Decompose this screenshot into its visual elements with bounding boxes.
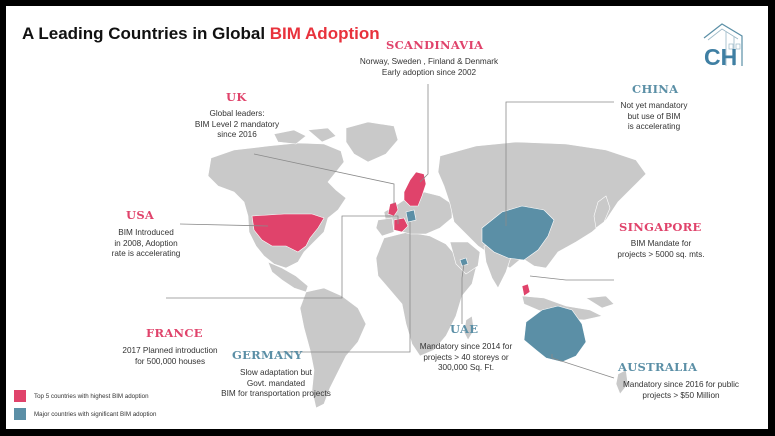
country-name-australia: AUSTRALIA <box>618 360 698 374</box>
country-name-singapore: SINGAPORE <box>619 220 702 234</box>
country-name-china: CHINA <box>632 82 679 96</box>
title-accent: BIM Adoption <box>269 24 380 43</box>
germany-shape <box>405 209 417 223</box>
country-desc-australia: Mandatory since 2016 for public projects… <box>622 380 740 400</box>
legend-swatch-blue <box>14 408 26 420</box>
country-desc-usa: BIM Introduced in 2008, Adoption rate is… <box>111 228 181 258</box>
australia-shape <box>523 305 587 363</box>
country-desc-uk: Global leaders: BIM Level 2 mandatory si… <box>194 109 280 139</box>
france-shape <box>393 217 409 233</box>
country-name-usa: USA <box>126 208 155 222</box>
country-name-uk: UK <box>226 90 247 104</box>
ch-building-logo-icon: CH <box>696 18 750 72</box>
legend-label-top5: Top 5 countries with highest BIM adoptio… <box>34 392 149 400</box>
legend-item-major: Major countries with significant BIM ado… <box>14 408 156 420</box>
leader-lines <box>166 84 615 379</box>
scandinavia-shape <box>403 171 427 207</box>
country-desc-germany: Slow adaptation but Govt. mandated BIM f… <box>221 368 331 398</box>
country-desc-uae: Mandatory since 2014 for projects > 40 s… <box>419 342 513 372</box>
country-desc-singapore: BIM Mandate for projects > 5000 sq. mts. <box>617 239 705 259</box>
country-desc-france: 2017 Planned introduction for 500,000 ho… <box>122 346 218 366</box>
country-name-germany: GERMANY <box>232 348 303 362</box>
slide: A Leading Countries in Global BIM Adopti… <box>6 6 768 429</box>
usa-shape <box>251 213 325 253</box>
china-shape <box>481 205 555 261</box>
country-name-france: FRANCE <box>146 326 203 340</box>
title-prefix: A Leading Countries in Global <box>22 24 270 43</box>
legend-label-major: Major countries with significant BIM ado… <box>34 410 157 418</box>
country-desc-scandinavia: Norway, Sweden , Finland & Denmark Early… <box>359 57 499 77</box>
logo-text: CH <box>704 44 737 70</box>
page-title: A Leading Countries in Global BIM Adopti… <box>22 24 380 44</box>
singapore-shape <box>521 283 531 297</box>
world-map <box>166 84 647 409</box>
country-name-scandinavia: SCANDINAVIA <box>386 38 484 52</box>
legend-item-top5: Top 5 countries with highest BIM adoptio… <box>14 390 149 402</box>
uae-shape <box>459 257 469 267</box>
uk-shape <box>387 201 399 217</box>
legend-swatch-pink <box>14 390 26 402</box>
country-name-uae: UAE <box>450 322 479 336</box>
highlighted-countries <box>251 171 587 363</box>
country-desc-china: Not yet mandatory but use of BIM is acce… <box>620 101 688 131</box>
